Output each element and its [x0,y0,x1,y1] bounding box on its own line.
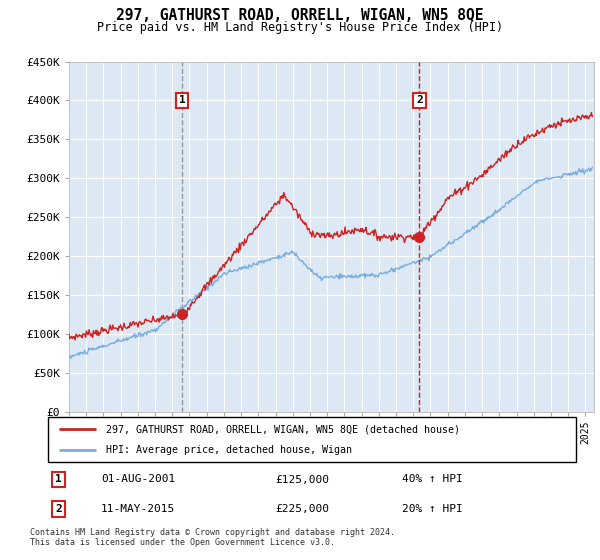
Text: 2: 2 [55,504,62,514]
Text: 40% ↑ HPI: 40% ↑ HPI [402,474,463,484]
Text: 297, GATHURST ROAD, ORRELL, WIGAN, WN5 8QE: 297, GATHURST ROAD, ORRELL, WIGAN, WN5 8… [116,8,484,24]
Text: 1: 1 [179,96,185,105]
Text: 2: 2 [416,96,423,105]
Text: 11-MAY-2015: 11-MAY-2015 [101,504,175,514]
Text: 297, GATHURST ROAD, ORRELL, WIGAN, WN5 8QE (detached house): 297, GATHURST ROAD, ORRELL, WIGAN, WN5 8… [106,424,460,435]
Text: Price paid vs. HM Land Registry's House Price Index (HPI): Price paid vs. HM Land Registry's House … [97,21,503,34]
Text: Contains HM Land Registry data © Crown copyright and database right 2024.: Contains HM Land Registry data © Crown c… [30,528,395,537]
Text: 20% ↑ HPI: 20% ↑ HPI [402,504,463,514]
Text: £225,000: £225,000 [275,504,329,514]
Text: 01-AUG-2001: 01-AUG-2001 [101,474,175,484]
Text: £125,000: £125,000 [275,474,329,484]
Text: 1: 1 [55,474,62,484]
Text: This data is licensed under the Open Government Licence v3.0.: This data is licensed under the Open Gov… [30,538,335,547]
Text: HPI: Average price, detached house, Wigan: HPI: Average price, detached house, Wiga… [106,445,352,455]
FancyBboxPatch shape [48,417,576,462]
